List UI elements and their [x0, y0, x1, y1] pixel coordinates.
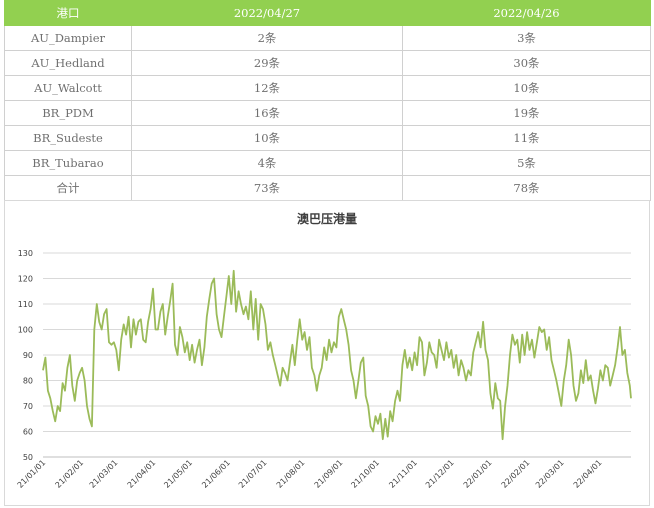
x-tick-label: 22/03/01: [534, 458, 566, 490]
table-row: BR_PDM 16条 19条: [4, 100, 651, 126]
count-cell: 12条: [131, 75, 403, 101]
header-port: 港口: [4, 0, 132, 26]
count-cell: 10条: [402, 75, 651, 101]
x-tick-label: 22/01/01: [462, 458, 494, 490]
table-header-row: 港口 2022/04/27 2022/04/26: [4, 0, 651, 26]
table-row: AU_Dampier 2条 3条: [4, 25, 651, 51]
y-tick-label: 100: [18, 326, 33, 335]
y-tick-label: 50: [23, 453, 33, 462]
total-cell: 73条: [131, 175, 403, 201]
count-cell: 19条: [402, 100, 651, 126]
y-tick-label: 130: [18, 249, 33, 258]
count-cell: 2条: [131, 25, 403, 51]
table-row: BR_Sudeste 10条 11条: [4, 125, 651, 151]
header-date-1: 2022/04/27: [131, 0, 403, 26]
x-tick-label: 21/04/01: [126, 458, 158, 490]
x-tick-label: 22/04/01: [572, 458, 604, 490]
table-total-row: 合计 73条 78条: [4, 175, 651, 201]
x-tick-label: 22/02/01: [500, 458, 532, 490]
x-tick-label: 21/08/01: [275, 458, 307, 490]
count-cell: 30条: [402, 50, 651, 76]
x-tick-label: 21/09/01: [313, 458, 345, 490]
x-tick-label: 21/10/01: [349, 458, 381, 490]
port-congestion-table: 港口 2022/04/27 2022/04/26 AU_Dampier 2条 3…: [4, 0, 651, 201]
x-axis-ticks: 21/01/01 21/02/01 21/03/01 21/04/01 21/05/01…: [16, 458, 604, 490]
y-tick-label: 80: [23, 377, 33, 386]
x-tick-label: 21/05/01: [162, 458, 194, 490]
y-tick-label: 120: [18, 275, 33, 284]
gridlines: [43, 252, 631, 458]
table-row: AU_Hedland 29条 30条: [4, 50, 651, 76]
chart-container: 澳巴压港量 50 60 70 80 90 100 110 120 130 21/01/01 21/…: [4, 200, 650, 506]
port-name: BR_PDM: [4, 100, 132, 126]
y-tick-label: 110: [18, 300, 33, 309]
x-tick-label: 21/03/01: [88, 458, 120, 490]
x-tick-label: 21/11/01: [387, 458, 419, 490]
table-row: AU_Walcott 12条 10条: [4, 75, 651, 101]
y-tick-label: 60: [23, 428, 33, 437]
total-cell: 78条: [402, 175, 651, 201]
total-label: 合计: [4, 175, 132, 201]
count-cell: 16条: [131, 100, 403, 126]
chart-title: 澳巴压港量: [297, 211, 357, 226]
port-name: AU_Walcott: [4, 75, 132, 101]
count-cell: 4条: [131, 150, 403, 176]
y-tick-label: 90: [23, 351, 33, 360]
count-cell: 29条: [131, 50, 403, 76]
port-name: AU_Dampier: [4, 25, 132, 51]
count-cell: 10条: [131, 125, 403, 151]
x-tick-label: 21/02/01: [54, 458, 86, 490]
count-cell: 5条: [402, 150, 651, 176]
x-tick-label: 21/06/01: [200, 458, 232, 490]
x-tick-label: 21/07/01: [237, 458, 269, 490]
y-axis-ticks: 50 60 70 80 90 100 110 120 130: [18, 249, 33, 462]
port-name: BR_Tubarao: [4, 150, 132, 176]
series-line: [42, 269, 632, 441]
x-tick-label: 21/01/01: [16, 458, 48, 490]
count-cell: 3条: [402, 25, 651, 51]
y-tick-label: 70: [23, 402, 33, 411]
x-tick-label: 21/12/01: [424, 458, 456, 490]
port-name: BR_Sudeste: [4, 125, 132, 151]
port-name: AU_Hedland: [4, 50, 132, 76]
header-date-2: 2022/04/26: [402, 0, 651, 26]
count-cell: 11条: [402, 125, 651, 151]
table-row: BR_Tubarao 4条 5条: [4, 150, 651, 176]
